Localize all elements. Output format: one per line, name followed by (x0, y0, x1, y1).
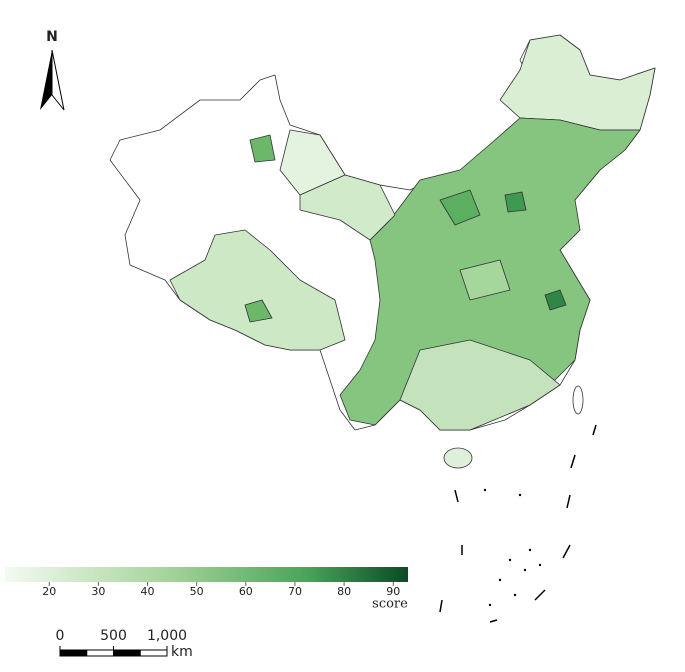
scale-label: 1,000 (147, 628, 187, 644)
gansu-region (299, 174, 396, 241)
scale-segment (86, 649, 114, 657)
legend-tick-label: 30 (91, 585, 105, 598)
scale-segment (139, 649, 168, 657)
scale-unit: km (171, 644, 193, 660)
legend-tick-label: 40 (141, 585, 155, 598)
legend-tick-label: 90 (386, 585, 400, 598)
sea-boundary (439, 424, 597, 623)
south-region (399, 339, 561, 431)
legend-tick-label: 50 (190, 585, 204, 598)
scale-label: 500 (100, 628, 127, 644)
dark-area (544, 289, 567, 311)
islands (483, 488, 542, 607)
china-map (109, 34, 656, 623)
taiwan (572, 385, 584, 415)
north-label: N (46, 29, 58, 45)
hainan (443, 447, 473, 469)
legend-tick-label: 60 (239, 585, 253, 598)
scale-segment (113, 649, 141, 657)
scale-segment (59, 649, 88, 657)
northeast-region (499, 34, 656, 131)
legend-colorbar (5, 567, 408, 582)
mid-area (439, 189, 481, 226)
tibet-region (169, 229, 346, 351)
north-arrow: N (40, 29, 65, 111)
mid-area (244, 299, 273, 323)
legend-title: score (372, 597, 408, 612)
scale-label: 0 (56, 628, 65, 644)
legend-ticks: 20 30 40 50 60 70 80 90 (42, 582, 400, 598)
legend-tick-label: 20 (42, 585, 56, 598)
mid-area (249, 134, 276, 163)
legend-tick-label: 80 (337, 585, 351, 598)
legend-tick-label: 70 (288, 585, 302, 598)
dark-area (504, 191, 527, 213)
mid-area (459, 259, 511, 301)
